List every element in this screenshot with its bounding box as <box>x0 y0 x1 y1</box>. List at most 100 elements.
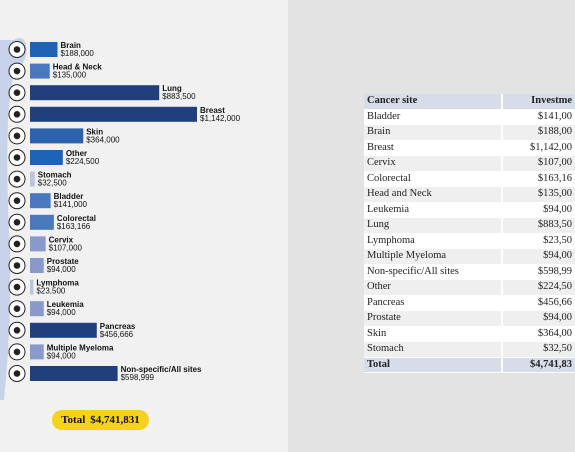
bar <box>30 42 58 57</box>
bar-category-label: Brain <box>60 41 81 50</box>
bar <box>30 63 50 79</box>
bar-value-label: $224,500 <box>66 157 100 166</box>
cell-investment: $135,00 <box>501 186 575 203</box>
bar-value-label: $23,500 <box>36 287 65 296</box>
bar <box>30 366 118 381</box>
cell-cancer-site: Stomach <box>364 341 502 358</box>
lungs-icon-glyph <box>13 89 21 96</box>
blood-drop-icon-glyph <box>13 305 21 313</box>
cell-investment: $188,00 <box>501 124 575 141</box>
bar-category-label: Colorectal <box>57 214 96 223</box>
bar <box>30 322 97 338</box>
table-row: Breast $1,142,00 <box>364 140 575 156</box>
bar-category-label: Pancreas <box>100 322 136 331</box>
bar-category-label: Lung <box>162 84 182 93</box>
bar-value-label: $364,000 <box>86 135 120 144</box>
cell-investment: $94,00 <box>501 248 575 265</box>
cell-investment: $23,50 <box>501 233 575 249</box>
bar-value-label: $94,000 <box>47 265 76 274</box>
cell-investment: $94,00 <box>501 310 575 327</box>
bar-category-label: Leukemia <box>47 300 84 309</box>
cell-investment: $364,00 <box>501 326 575 342</box>
bar-category-label: Other <box>66 149 87 158</box>
cell-cancer-site: Multiple Myeloma <box>364 248 502 265</box>
cell-cancer-site: Lung <box>364 217 502 234</box>
cell-investment: $163,16 <box>501 171 575 187</box>
cell-investment: $1,142,00 <box>501 140 575 156</box>
bar-value-label: $135,000 <box>53 71 87 80</box>
brain-icon-glyph <box>13 46 21 53</box>
cell-cancer-site: Non-specific/All sites <box>364 264 502 280</box>
table-row: Bladder $141,00 <box>364 109 575 125</box>
cell-investment: $94,00 <box>501 202 575 218</box>
table-total-row: Total $4,741,83 <box>364 357 575 373</box>
bar-value-label: $141,000 <box>54 200 88 209</box>
bar <box>30 258 44 273</box>
cell-total-label: Total <box>364 357 502 373</box>
table-row: Multiple Myeloma $94,00 <box>364 248 575 265</box>
bar-category-label: Skin <box>86 127 103 136</box>
stomach-icon-glyph <box>13 175 21 183</box>
bar <box>30 279 34 295</box>
cell-cancer-site: Other <box>364 279 502 296</box>
person-icon-glyph <box>13 370 21 377</box>
table-row: Brain $188,00 <box>364 124 575 141</box>
skin-icon-glyph <box>13 132 21 140</box>
bar-category-label: Prostate <box>47 257 80 266</box>
bar <box>30 150 63 165</box>
header-investment: Investme <box>501 94 575 110</box>
cell-cancer-site: Lymphoma <box>364 233 502 249</box>
table-row: Lymphoma $23,50 <box>364 233 575 249</box>
bladder-icon-glyph <box>13 197 21 204</box>
bar-value-label: $883,500 <box>162 92 196 101</box>
total-value: $4,741,831 <box>90 414 140 426</box>
body-silhouette <box>0 37 27 400</box>
cell-investment: $598,99 <box>501 264 575 280</box>
table-row: Leukemia $94,00 <box>364 202 575 218</box>
bar-category-label: Breast <box>200 106 225 115</box>
investment-table: Cancer site Investme Bladder $141,00 Brain… <box>364 94 575 373</box>
header-cancer-site: Cancer site <box>364 94 502 110</box>
cell-cancer-site: Skin <box>364 326 502 342</box>
bar-category-label: Cervix <box>49 235 74 244</box>
cell-cancer-site: Brain <box>364 124 502 141</box>
cell-cancer-site: Colorectal <box>364 171 502 187</box>
cell-cancer-site: Cervix <box>364 155 502 172</box>
cell-investment: $107,00 <box>501 155 575 172</box>
table-header-row: Cancer site Investme <box>364 94 575 110</box>
uterus-icon-glyph <box>13 240 21 248</box>
table-row: Lung $883,50 <box>364 217 575 234</box>
table-row: Non-specific/All sites $598,99 <box>364 264 575 280</box>
ribbon-icon-glyph <box>13 154 21 161</box>
table-row: Prostate $94,00 <box>364 310 575 327</box>
cell-total-value: $4,741,83 <box>501 357 575 373</box>
cell-investment: $141,00 <box>501 109 575 125</box>
cell-cancer-site: Head and Neck <box>364 186 502 203</box>
bar <box>30 171 35 187</box>
cell-investment: $224,50 <box>501 279 575 296</box>
bar-value-label: $107,000 <box>49 243 83 252</box>
bar-chart: Brain$188,000 Head & Neck$135,000 Lung$883… <box>8 41 241 382</box>
infographic-panel: Brain $188,000 Head & Neck $135,000 Lung $883… <box>0 37 241 430</box>
bar-value-label: $32,500 <box>38 179 67 188</box>
bar <box>30 85 160 101</box>
prostate-icon-glyph <box>13 262 21 269</box>
bar-value-label: $1,142,000 <box>200 114 241 123</box>
bar-category-label: Multiple Myeloma <box>47 343 114 352</box>
bar-value-label: $94,000 <box>47 351 76 360</box>
bar-category-label: Stomach <box>38 171 72 180</box>
table-row: Stomach $32,50 <box>364 341 575 358</box>
cell-investment: $456,66 <box>501 295 575 311</box>
bone-marrow-icon-glyph <box>13 348 21 356</box>
table-row: Other $224,50 <box>364 279 575 296</box>
cell-investment: $32,50 <box>501 341 575 358</box>
table-row: Head and Neck $135,00 <box>364 186 575 203</box>
bar <box>30 344 44 360</box>
table-viewport: Cancer site Investme Bladder $141,00 Brain… <box>288 0 575 452</box>
bar <box>30 128 84 144</box>
table-row: Pancreas $456,66 <box>364 295 575 311</box>
breast-icon-glyph <box>13 111 21 118</box>
bar <box>30 301 44 317</box>
total-badge: Total $4,741,831 <box>52 410 149 430</box>
lymph-icon-glyph <box>13 283 21 291</box>
